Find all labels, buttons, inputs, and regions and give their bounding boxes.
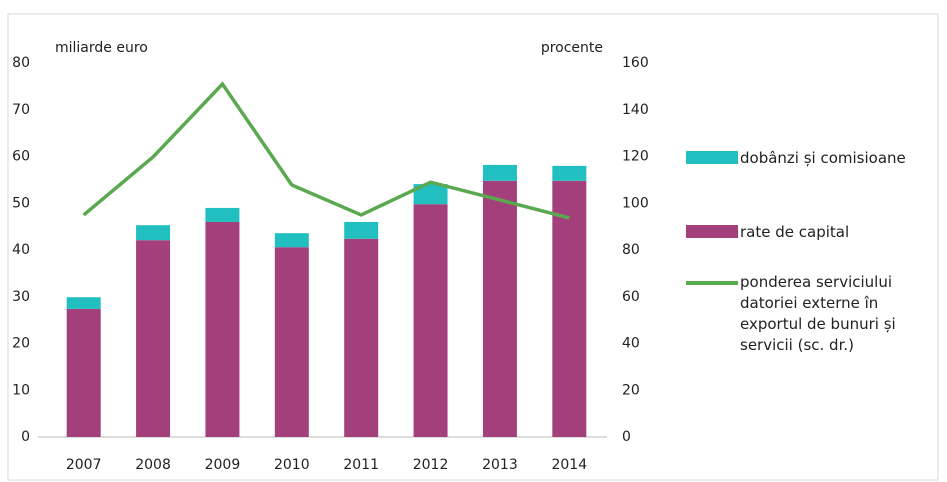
x-tick-label: 2009 xyxy=(205,457,241,473)
y2-tick-label: 0 xyxy=(622,429,631,445)
y2-tick-label: 40 xyxy=(622,336,640,352)
y2-tick-label: 120 xyxy=(622,149,649,165)
bar-segment xyxy=(413,184,448,205)
y2-tick-label: 80 xyxy=(622,242,640,258)
y-tick-label: 40 xyxy=(12,242,30,258)
x-tick-label: 2012 xyxy=(413,457,449,473)
legend-label: ponderea serviciului datoriei externe în… xyxy=(740,273,896,354)
x-tick-label: 2010 xyxy=(274,457,310,473)
bar-segment xyxy=(413,204,448,437)
y-tick-label: 0 xyxy=(21,429,30,445)
legend-swatch xyxy=(686,225,738,238)
y-axis-label: miliarde euro xyxy=(55,40,148,56)
bar-segment xyxy=(274,247,309,437)
bar-segment xyxy=(482,164,517,181)
y-tick-label: 60 xyxy=(12,149,30,165)
line xyxy=(82,81,570,220)
bar-segment xyxy=(274,233,309,248)
bar-segment xyxy=(66,308,101,437)
x-tick-label: 2013 xyxy=(482,457,518,473)
x-tick-label: 2014 xyxy=(551,457,587,473)
y-tick-label: 70 xyxy=(12,102,30,118)
y-tick-label: 30 xyxy=(12,289,30,305)
bar-segment xyxy=(344,238,379,437)
bar-segment xyxy=(136,240,171,437)
frame xyxy=(7,13,939,481)
legend-swatch xyxy=(686,281,738,285)
y2-tick-label: 20 xyxy=(622,382,640,398)
y-tick-label: 50 xyxy=(12,195,30,211)
y2-axis-label: procente xyxy=(541,40,603,56)
legend-label: rate de capital xyxy=(740,223,850,241)
legend-label: dobânzi și comisioane xyxy=(740,149,906,167)
y-tick-label: 10 xyxy=(12,382,30,398)
y2-tick-label: 100 xyxy=(622,195,649,211)
bar-segment xyxy=(205,207,240,222)
bar-segment xyxy=(66,297,101,309)
y2-tick-label: 60 xyxy=(622,289,640,305)
y2-tick-label: 140 xyxy=(622,102,649,118)
bar-segment xyxy=(205,221,240,437)
bar-segment xyxy=(552,165,587,181)
legend-swatch xyxy=(686,151,738,164)
x-tick-label: 2007 xyxy=(66,457,102,473)
bar-segment xyxy=(552,180,587,437)
y-tick-label: 20 xyxy=(12,336,30,352)
bar-segment xyxy=(344,221,379,239)
x-tick-label: 2008 xyxy=(135,457,171,473)
x-tick-label: 2011 xyxy=(343,457,379,473)
bar-segment xyxy=(136,225,171,241)
bar-segment xyxy=(482,180,517,437)
y2-tick-label: 160 xyxy=(622,55,649,71)
y-tick-label: 80 xyxy=(12,55,30,71)
